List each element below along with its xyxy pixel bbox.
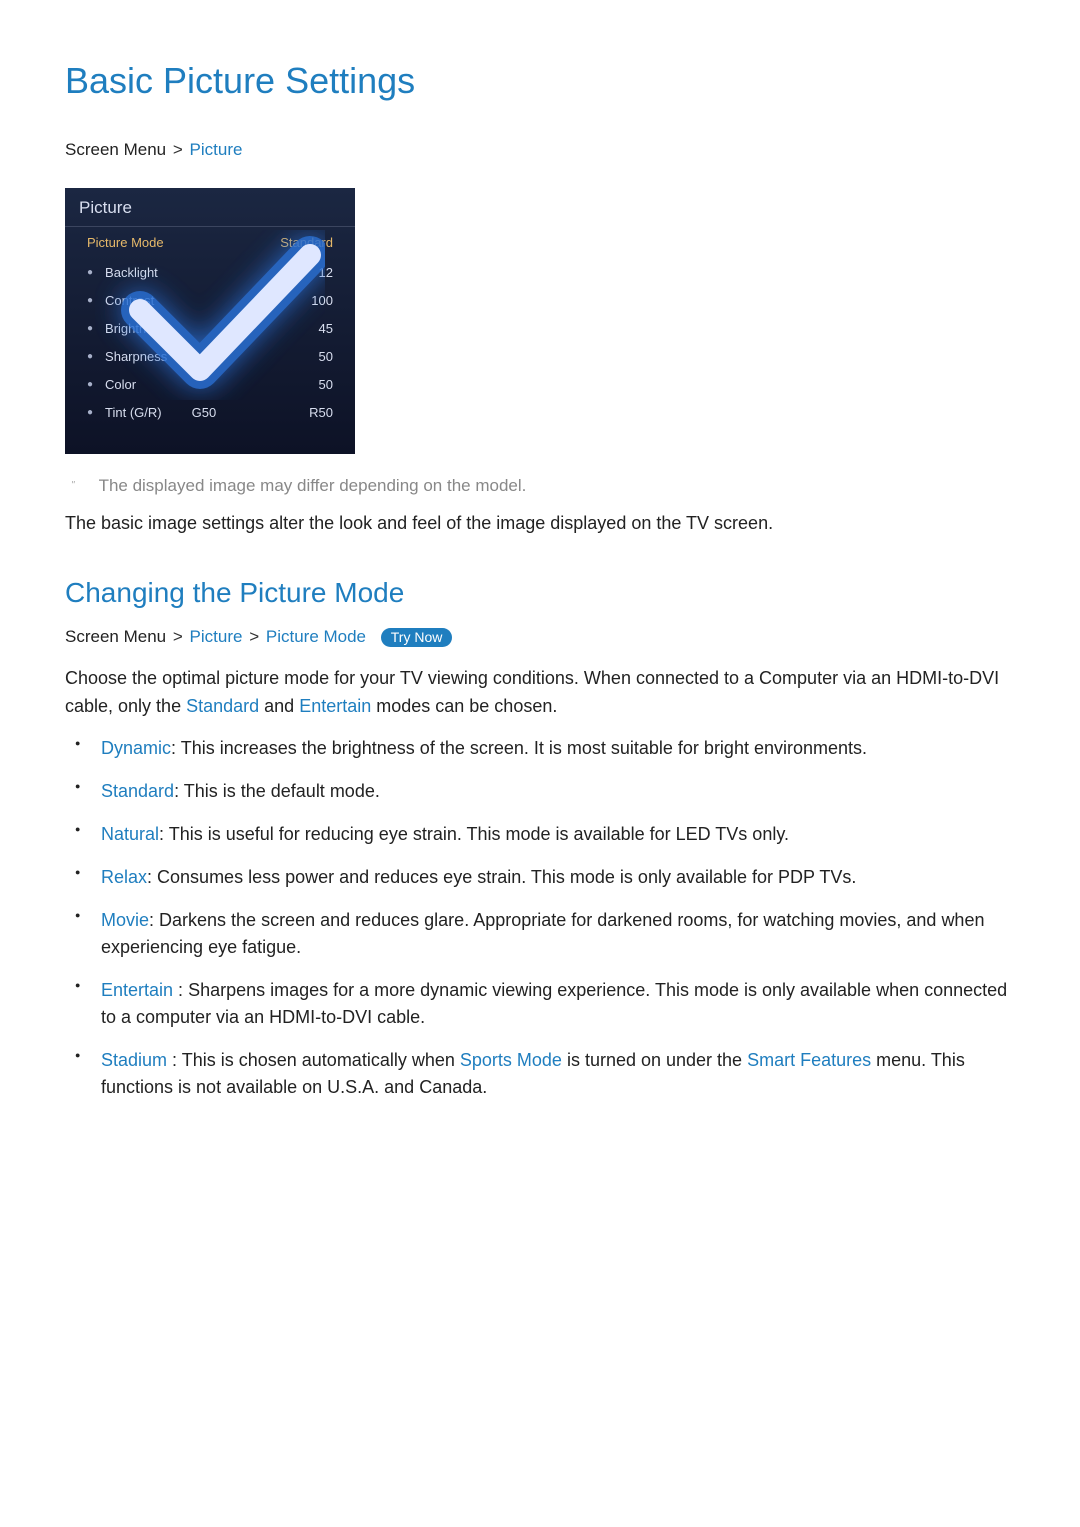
breadcrumb-prefix: Screen Menu [65, 627, 166, 646]
picture-menu-panel: Picture Picture Mode Standard ● Backligh… [65, 188, 355, 454]
menu-label: Backlight [105, 265, 158, 280]
list-item: Dynamic: This increases the brightness o… [91, 735, 1015, 762]
bullet-icon: ● [87, 267, 93, 278]
bullet-icon: ● [87, 379, 93, 390]
chevron-right-icon: > [173, 140, 183, 159]
link-entertain[interactable]: Entertain [299, 696, 371, 716]
text-fragment: and [259, 696, 299, 716]
note-text: The displayed image may differ depending… [99, 476, 527, 496]
mode-desc: : Consumes less power and reduces eye st… [147, 867, 856, 887]
text-fragment: modes can be chosen. [371, 696, 557, 716]
mode-list: Dynamic: This increases the brightness o… [65, 735, 1015, 1101]
mode-name: Relax [101, 867, 147, 887]
menu-value: 50 [319, 377, 333, 392]
list-item: Entertain : Sharpens images for a more d… [91, 977, 1015, 1031]
choose-paragraph: Choose the optimal picture mode for your… [65, 665, 1015, 721]
page-title: Basic Picture Settings [65, 60, 1015, 102]
menu-label: Picture Mode [87, 235, 164, 250]
list-item: Natural: This is useful for reducing eye… [91, 821, 1015, 848]
menu-value: 12 [319, 265, 333, 280]
breadcrumb-prefix: Screen Menu [65, 140, 166, 159]
section-subtitle: Changing the Picture Mode [65, 577, 1015, 609]
mode-desc: : This is useful for reducing eye strain… [159, 824, 789, 844]
menu-row-color: ● Color 50 [65, 370, 355, 398]
mode-name: Stadium [101, 1050, 167, 1070]
mode-desc: Sharpens images for a more dynamic viewi… [101, 980, 1007, 1027]
link-standard[interactable]: Standard [186, 696, 259, 716]
bullet-icon: ● [87, 407, 93, 418]
list-item: Relax: Consumes less power and reduces e… [91, 864, 1015, 891]
breadcrumb-picture-mode: Screen Menu > Picture > Picture Mode Try… [65, 627, 1015, 647]
mode-desc: : This increases the brightness of the s… [171, 738, 867, 758]
link-smart-features[interactable]: Smart Features [747, 1050, 871, 1070]
menu-row-sharpness: ● Sharpness 50 [65, 342, 355, 370]
mode-desc: : This is the default mode. [174, 781, 380, 801]
menu-label: Sharpness [105, 349, 167, 364]
note-mark-icon: " [71, 480, 75, 491]
bullet-icon: ● [87, 323, 93, 334]
text-fragment: is turned on under the [562, 1050, 747, 1070]
text-fragment: : [167, 1050, 182, 1070]
list-item: Movie: Darkens the screen and reduces gl… [91, 907, 1015, 961]
breadcrumb: Screen Menu > Picture [65, 140, 1015, 160]
menu-value: 50 [319, 349, 333, 364]
text-fragment: : [173, 980, 188, 1000]
menu-panel-header: Picture [65, 188, 355, 226]
list-item: Standard: This is the default mode. [91, 778, 1015, 805]
menu-label: Brightness [105, 321, 166, 336]
mode-desc: : Darkens the screen and reduces glare. … [101, 910, 984, 957]
menu-row-brightness: ● Brightness 45 [65, 314, 355, 342]
chevron-right-icon: > [173, 627, 183, 646]
model-note: " The displayed image may differ dependi… [65, 476, 1015, 496]
breadcrumb-link-picture[interactable]: Picture [190, 627, 243, 646]
menu-label: Color [105, 377, 136, 392]
menu-divider [65, 226, 355, 227]
menu-value: Standard [280, 235, 333, 250]
menu-value: 100 [311, 293, 333, 308]
menu-value: 45 [319, 321, 333, 336]
menu-row-contrast: ● Contrast 100 [65, 286, 355, 314]
breadcrumb-link-picture-mode[interactable]: Picture Mode [266, 627, 366, 646]
menu-value-r: R50 [309, 405, 333, 420]
bullet-icon: ● [87, 351, 93, 362]
mode-name: Dynamic [101, 738, 171, 758]
bullet-icon: ● [87, 295, 93, 306]
chevron-right-icon: > [249, 627, 259, 646]
link-sports-mode[interactable]: Sports Mode [460, 1050, 562, 1070]
try-now-button[interactable]: Try Now [381, 628, 453, 647]
mode-name: Movie [101, 910, 149, 930]
intro-paragraph: The basic image settings alter the look … [65, 510, 1015, 537]
list-item: Stadium : This is chosen automatically w… [91, 1047, 1015, 1101]
mode-name: Entertain [101, 980, 173, 1000]
menu-label: Contrast [105, 293, 154, 308]
menu-row-picture-mode: Picture Mode Standard [65, 231, 355, 258]
menu-label: Tint (G/R) [105, 405, 162, 420]
text-fragment: This is chosen automatically when [182, 1050, 460, 1070]
mode-name: Natural [101, 824, 159, 844]
menu-row-tint: ● Tint (G/R) G50 R50 [65, 398, 355, 426]
menu-value-g: G50 [192, 405, 217, 420]
breadcrumb-link-picture[interactable]: Picture [190, 140, 243, 159]
mode-name: Standard [101, 781, 174, 801]
menu-row-backlight: ● Backlight 12 [65, 258, 355, 286]
